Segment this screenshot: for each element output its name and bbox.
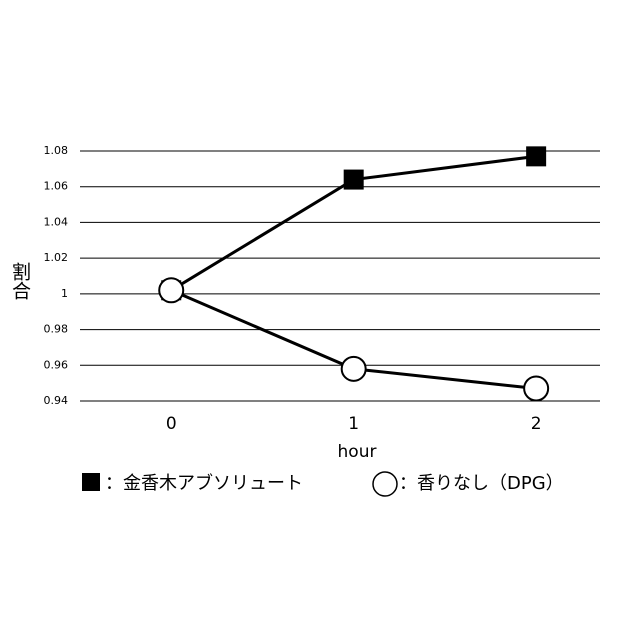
y-tick-label: 1.04	[44, 215, 69, 228]
marker	[526, 146, 546, 166]
chart: 割合 hour 0.94 0.96 0.98 1 1.02 1.04 1.06 1.08 0 1 2…	[0, 0, 640, 640]
marker	[524, 377, 548, 401]
y-axis-label: 割合	[9, 262, 31, 300]
x-axis-label: hour	[338, 442, 377, 462]
legend-label: ：香りなし（DPG）	[399, 473, 564, 494]
legend-marker	[373, 472, 397, 496]
x-tick-label: 2	[531, 414, 542, 434]
x-tick-label: 0	[166, 414, 177, 434]
y-tick-label: 1.06	[44, 180, 69, 193]
y-tick-label: 1.08	[44, 144, 69, 157]
y-tick-label: 1	[61, 287, 68, 300]
y-tick-label: 0.96	[44, 358, 69, 371]
legend-label: ：金香木アブソリュート	[105, 472, 303, 494]
marker	[159, 278, 183, 302]
y-tick-label: 0.98	[44, 323, 69, 336]
y-tick-label: 1.02	[44, 251, 69, 264]
x-tick-label: 1	[348, 414, 359, 434]
marker	[342, 357, 366, 381]
y-tick-label: 0.94	[44, 394, 69, 407]
marker	[344, 170, 364, 190]
legend-marker	[82, 473, 100, 491]
